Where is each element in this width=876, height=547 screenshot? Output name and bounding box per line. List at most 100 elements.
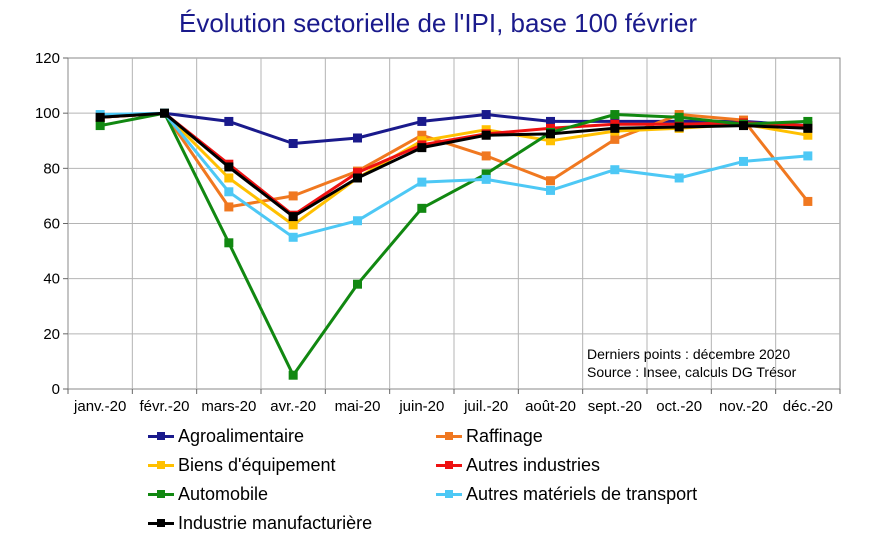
data-point: [674, 173, 684, 183]
series-line: [100, 111, 808, 219]
data-point: [546, 136, 555, 146]
series-line: [99, 111, 808, 377]
data-point: [160, 108, 169, 118]
data-point: [803, 116, 813, 126]
data-point: [288, 139, 298, 149]
annotation-last-points: Derniers points : décembre 2020: [587, 346, 790, 362]
data-point: [417, 203, 427, 213]
legend-item: Raffinage: [436, 424, 543, 448]
data-point: [610, 123, 620, 133]
y-tick-label: 20: [43, 326, 60, 343]
legend-item: Agroalimentaire: [148, 424, 304, 448]
x-tick-label: déc.-20: [783, 398, 833, 415]
series-line: [100, 111, 809, 209]
series-group: [95, 108, 813, 380]
data-point: [288, 220, 298, 230]
data-point: [610, 134, 620, 144]
data-point: [417, 130, 427, 140]
x-tick-label: mai-20: [335, 398, 381, 415]
legend-label: Biens d'équipement: [178, 454, 336, 475]
legend-label: Autres industries: [466, 454, 601, 475]
data-point: [674, 122, 684, 132]
data-point: [481, 130, 491, 140]
series-line: [100, 111, 808, 239]
data-point: [353, 167, 362, 177]
data-point: [95, 121, 105, 131]
legend-item: Autres matériels de transport: [436, 482, 697, 506]
legend-label: Automobile: [178, 483, 269, 504]
legend-item: Automobile: [148, 482, 268, 506]
data-point: [610, 165, 620, 175]
data-point: [803, 151, 813, 161]
data-point: [803, 196, 813, 206]
data-point: [224, 202, 234, 212]
legend-swatch: [436, 488, 462, 500]
x-tick-label: juil.-20: [463, 398, 508, 415]
y-tick-label: 120: [35, 50, 60, 67]
x-tick-label: mars-20: [201, 398, 256, 415]
data-point: [546, 116, 555, 126]
legend-swatch: [436, 459, 462, 471]
data-point: [224, 173, 234, 183]
x-tick-label: août-20: [525, 398, 576, 415]
legend-item: Autres industries: [436, 453, 600, 477]
series-line: [100, 111, 808, 217]
data-point: [481, 110, 491, 120]
data-point: [417, 116, 427, 126]
legend-swatch: [148, 459, 174, 471]
data-point: [481, 169, 491, 179]
annotation-box: Derniers points : décembre 2020 Source :…: [587, 346, 797, 380]
data-point: [353, 173, 362, 183]
data-point: [803, 123, 813, 133]
x-tick-label: janv.-20: [73, 398, 126, 415]
legend-swatch: [148, 488, 174, 500]
data-point: [288, 232, 298, 242]
x-tick-label: févr.-20: [139, 398, 189, 415]
legend-item: Industrie manufacturière: [148, 511, 372, 535]
data-point: [417, 177, 427, 187]
legend-label: Raffinage: [466, 425, 543, 446]
data-point: [546, 176, 555, 186]
chart-title: Évolution sectorielle de l'IPI, base 100…: [178, 8, 698, 38]
line-chart: 0 20 40 60 80 100 120 janv.-20 févr.-20 mars-20 av…: [35, 50, 841, 415]
legend-item: Biens d'équipement: [148, 453, 336, 477]
x-tick-label: juin-20: [398, 398, 444, 415]
y-tick-label: 60: [43, 216, 60, 233]
y-tick-label: 80: [43, 160, 60, 177]
y-tick-label: 100: [35, 105, 60, 122]
data-point: [224, 187, 234, 197]
data-point: [739, 121, 748, 131]
data-point: [674, 112, 684, 122]
y-tick-label: 40: [43, 271, 60, 288]
data-point: [288, 370, 298, 380]
x-tick-label: avr.-20: [270, 398, 316, 415]
data-point: [610, 110, 620, 120]
data-point: [481, 151, 491, 161]
data-point: [481, 174, 491, 184]
data-point: [546, 129, 555, 139]
x-tick-label: sept.-20: [588, 398, 642, 415]
data-point: [803, 130, 813, 140]
axes: 0 20 40 60 80 100 120 janv.-20 févr.-20 mars-20 av…: [35, 50, 841, 415]
data-point: [224, 238, 234, 248]
legend-label: Autres matériels de transport: [466, 483, 698, 504]
x-tick-label: nov.-20: [719, 398, 768, 415]
data-point: [95, 112, 105, 122]
legend-label: Agroalimentaire: [178, 425, 305, 446]
legend-label: Industrie manufacturière: [178, 512, 373, 533]
x-tick-label: oct.-20: [656, 398, 702, 415]
data-point: [417, 143, 427, 153]
series-6: [95, 108, 813, 222]
annotation-source: Source : Insee, calculs DG Trésor: [587, 364, 797, 380]
data-point: [224, 116, 234, 126]
data-point: [546, 185, 555, 195]
legend-swatch: [148, 517, 174, 529]
data-point: [739, 156, 748, 166]
legend-swatch: [148, 430, 174, 442]
data-point: [353, 279, 362, 289]
data-point: [353, 216, 362, 226]
y-tick-label: 0: [52, 381, 60, 398]
data-point: [224, 162, 234, 172]
data-point: [288, 191, 298, 201]
data-point: [288, 212, 298, 222]
